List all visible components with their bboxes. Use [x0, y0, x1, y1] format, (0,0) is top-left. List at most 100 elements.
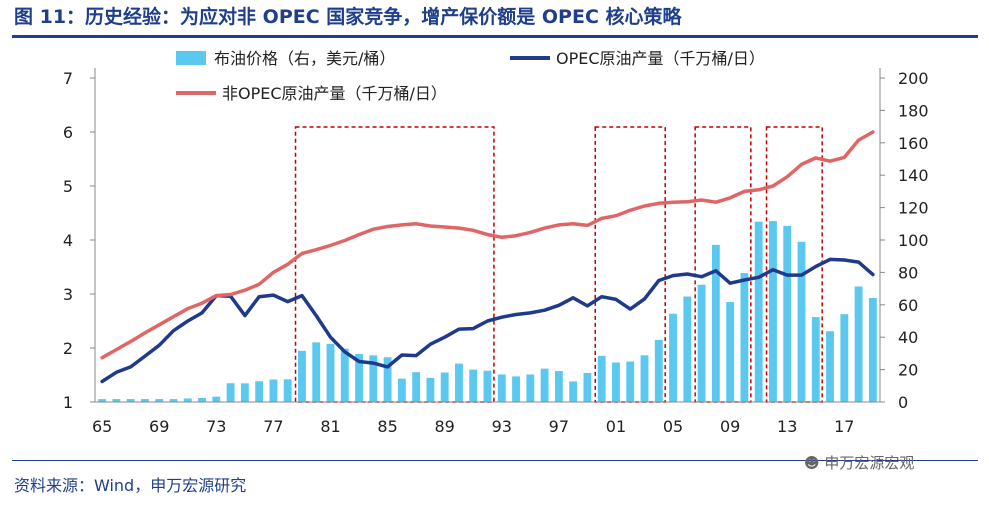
- x-tick-label: 73: [206, 417, 226, 436]
- watermark: ☻ 申万宏源宏观: [804, 452, 914, 473]
- bar-2008: [711, 244, 720, 402]
- bar-1998: [569, 381, 578, 402]
- left-tick-label: 7: [63, 69, 73, 88]
- x-tick-label: 13: [777, 417, 797, 436]
- bar-2016: [826, 331, 834, 402]
- bar-1979: [298, 350, 306, 402]
- bar-1985: [383, 357, 392, 402]
- right-tick-label: 140: [898, 166, 929, 185]
- left-tick-label: 2: [63, 339, 73, 358]
- x-tick-label: 89: [435, 417, 455, 436]
- bar-1987: [412, 372, 421, 402]
- bar-1972: [198, 397, 206, 402]
- x-tick-label: 65: [92, 417, 112, 436]
- x-tick-label: 97: [549, 417, 569, 436]
- axes: 1 2 3 4 5 6 7 0 20 40 60 80 100 120 140 160 180 200 65 69 73…: [63, 68, 929, 436]
- line-series: [100, 130, 875, 384]
- bar-1988: [426, 377, 435, 402]
- legend-swatch-bar: [176, 51, 206, 65]
- bar-2003: [640, 355, 649, 402]
- right-tick-label: 80: [898, 263, 918, 282]
- bar-2007: [697, 284, 706, 402]
- bar-1997: [554, 371, 563, 402]
- x-tick-label: 93: [492, 417, 512, 436]
- bar-1975: [240, 383, 249, 402]
- x-tick-label: 77: [263, 417, 283, 436]
- bar-2017: [840, 314, 849, 402]
- non-opec-production-line: [100, 130, 875, 360]
- bar-2000: [597, 355, 606, 402]
- highlight-box-2: [594, 126, 666, 403]
- x-tick-label: 05: [663, 417, 683, 436]
- bar-2012: [769, 221, 777, 402]
- bar-2011: [754, 221, 763, 402]
- highlight-box-1: [294, 126, 495, 403]
- figure-title: 图 11：历史经验：为应对非 OPEC 国家竞争，增产保价额是 OPEC 核心策…: [14, 6, 682, 28]
- bar-2019: [868, 297, 877, 402]
- x-tick-label: 85: [377, 417, 397, 436]
- left-tick-label: 4: [63, 231, 73, 250]
- source-rule: [12, 460, 978, 461]
- bar-1980: [312, 342, 321, 402]
- bar-2004: [654, 339, 663, 402]
- bar-1967: [126, 399, 135, 402]
- title-rule: [12, 35, 978, 38]
- right-tick-label: 60: [898, 296, 918, 315]
- bar-1991: [469, 369, 478, 402]
- bar-1966: [112, 399, 121, 402]
- bar-1976: [255, 381, 264, 402]
- bar-1995: [526, 374, 535, 402]
- bar-1977: [269, 379, 278, 402]
- left-tick-label: 3: [63, 285, 73, 304]
- left-tick-label: 6: [63, 123, 73, 142]
- bar-1970: [169, 399, 178, 402]
- bar-2014: [797, 241, 806, 402]
- legend-label: OPEC原油产量（千万桶/日）: [556, 49, 765, 68]
- bar-1978: [283, 379, 292, 402]
- bar-2018: [854, 286, 863, 402]
- bar-2013: [783, 225, 792, 402]
- right-tick-label: 100: [898, 231, 929, 250]
- x-tick-label: 69: [149, 417, 169, 436]
- legend: 布油价格（右，美元/桶） OPEC原油产量（千万桶/日） 非OPEC原油产量（千万桶…: [176, 49, 765, 103]
- bar-1969: [155, 399, 164, 402]
- left-tick-label: 1: [63, 393, 73, 412]
- legend-label: 布油价格（右，美元/桶）: [214, 49, 395, 68]
- bar-1968: [141, 399, 149, 402]
- bar-2005: [669, 313, 677, 402]
- bar-1984: [369, 355, 378, 402]
- wechat-icon: ☻: [804, 454, 820, 472]
- bar-1981: [326, 343, 335, 402]
- bar-2015: [811, 317, 820, 402]
- bar-1990: [455, 363, 463, 402]
- x-tick-label: 01: [606, 417, 626, 436]
- x-tick-label: 09: [720, 417, 740, 436]
- bar-1973: [212, 396, 221, 402]
- right-tick-label: 20: [898, 361, 918, 380]
- bar-1986: [397, 378, 406, 402]
- bar-1983: [355, 354, 363, 402]
- right-tick-label: 180: [898, 101, 929, 120]
- chart: 1 2 3 4 5 6 7 0 20 40 60 80 100 120 140 160 180 200 65 69 73…: [63, 49, 929, 436]
- bar-1974: [226, 383, 235, 402]
- right-tick-label: 0: [898, 393, 908, 412]
- watermark-text: 申万宏源宏观: [824, 454, 915, 472]
- legend-label: 非OPEC原油产量（千万桶/日）: [222, 84, 447, 103]
- bar-1996: [540, 368, 549, 402]
- right-tick-label: 120: [898, 199, 929, 218]
- right-tick-label: 200: [898, 69, 929, 88]
- bar-1989: [440, 372, 449, 402]
- bar-1971: [183, 398, 192, 402]
- bar-1982: [340, 348, 349, 402]
- bar-1992: [483, 370, 492, 402]
- bar-1993: [497, 374, 506, 402]
- x-tick-label: 17: [834, 417, 854, 436]
- bar-1999: [583, 373, 592, 402]
- right-tick-label: 160: [898, 134, 929, 153]
- right-tick-label: 40: [898, 328, 918, 347]
- bar-2001: [612, 362, 620, 402]
- source-note: 资料来源：Wind，申万宏源研究: [14, 476, 247, 495]
- bar-2002: [626, 361, 635, 402]
- bar-2009: [726, 302, 735, 402]
- bar-2006: [683, 296, 692, 402]
